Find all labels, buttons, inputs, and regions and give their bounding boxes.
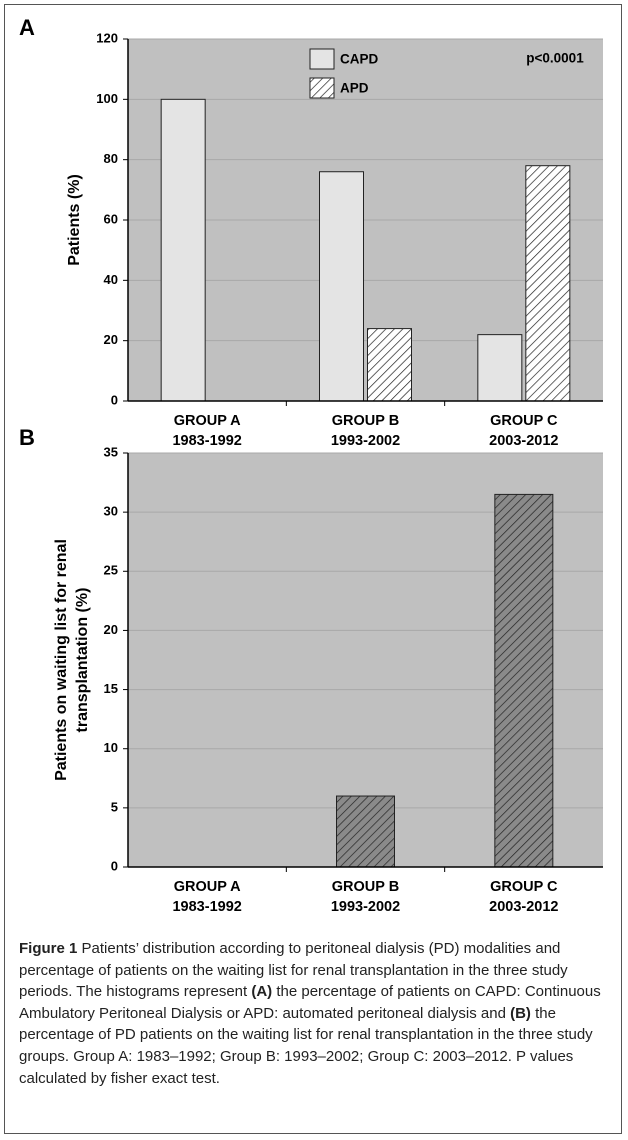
figure: A 0 20 40 60 80 100 120 Patients (%) GROUP A 1983-…	[4, 4, 622, 1134]
y-tick-label: 5	[111, 799, 118, 814]
x-tick-label: GROUP B	[332, 879, 399, 895]
y-axis-label: Patients (%)	[66, 174, 83, 266]
x-tick-label: GROUP A	[174, 413, 241, 429]
y-tick-label: 40	[104, 272, 118, 287]
legend-label: APD	[340, 81, 369, 96]
y-tick-label: 30	[104, 504, 118, 519]
y-tick-label: 60	[104, 211, 118, 226]
y-axis-label: Patients on waiting list for renal	[53, 539, 70, 781]
y-tick-label: 35	[104, 444, 118, 459]
panel-label: B	[19, 425, 35, 450]
y-tick-label: 20	[104, 622, 118, 637]
bar	[336, 795, 395, 868]
x-tick-label: 1993-2002	[331, 433, 400, 449]
caption-text: Patients’ distribution according to peri…	[19, 940, 568, 1001]
y-tick-label: 20	[104, 332, 118, 347]
y-tick-label: 10	[104, 740, 118, 755]
y-tick-label: 100	[96, 91, 118, 106]
y-tick-label: 80	[104, 151, 118, 166]
y-tick-label: 0	[111, 392, 118, 407]
legend-swatch	[309, 48, 335, 70]
x-tick-label: GROUP C	[490, 413, 558, 429]
caption-text: the percentage of patients on CAPD: Cont…	[19, 983, 601, 1022]
bar	[477, 334, 523, 402]
x-tick-label: 1983-1992	[172, 899, 241, 915]
caption: Figure 1 Patients’ distribution accordin…	[19, 938, 619, 1089]
x-tick-label: 2003-2012	[489, 433, 558, 449]
bar	[494, 493, 554, 868]
y-tick-label: 0	[111, 858, 118, 873]
bar	[160, 98, 206, 402]
annotation: p<0.0001	[526, 51, 584, 66]
x-tick-label: GROUP A	[174, 879, 241, 895]
panel-label: A	[19, 15, 35, 40]
bar	[367, 328, 412, 402]
legend-label: CAPD	[340, 52, 379, 67]
caption-emphasis: (B)	[510, 1004, 531, 1022]
caption-text: the percentage of PD patients on the wai…	[19, 1004, 593, 1087]
x-tick-label: 1983-1992	[172, 433, 241, 449]
y-axis-label: transplantation (%)	[74, 588, 91, 733]
y-tick-label: 15	[104, 681, 118, 696]
caption-emphasis: Figure 1	[19, 940, 78, 957]
x-tick-label: 2003-2012	[489, 899, 558, 915]
y-tick-label: 25	[104, 563, 118, 578]
x-tick-label: GROUP C	[490, 879, 558, 895]
bar	[525, 165, 571, 402]
legend-swatch	[309, 77, 335, 99]
x-tick-label: 1993-2002	[331, 899, 400, 915]
bar	[319, 171, 364, 402]
caption-emphasis: (A)	[251, 983, 273, 1001]
x-tick-label: GROUP B	[332, 413, 399, 429]
y-tick-label: 120	[96, 30, 118, 45]
